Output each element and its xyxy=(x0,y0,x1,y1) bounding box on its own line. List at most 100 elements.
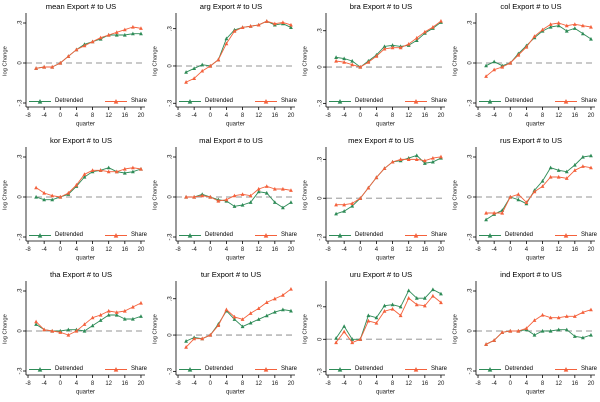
share-line-icon xyxy=(404,99,427,104)
svg-text:-.3: -.3 xyxy=(18,367,24,375)
svg-text:8: 8 xyxy=(391,113,395,119)
share-line-icon xyxy=(404,367,427,372)
svg-text:20: 20 xyxy=(288,113,295,119)
svg-text:-4: -4 xyxy=(191,381,197,387)
svg-text:quarter: quarter xyxy=(226,256,245,262)
svg-text:-.3: -.3 xyxy=(468,99,474,107)
svg-text:quarter: quarter xyxy=(376,390,395,396)
svg-text:0: 0 xyxy=(468,195,474,199)
legend-label-detrended: Detrended xyxy=(505,98,534,104)
svg-text:16: 16 xyxy=(421,113,428,119)
svg-text:20: 20 xyxy=(588,247,595,253)
legend-label-detrended: Detrended xyxy=(205,366,234,372)
share-line-icon xyxy=(254,99,277,104)
svg-text:.3: .3 xyxy=(318,304,324,310)
legend-item-share: Share xyxy=(554,98,597,105)
share-line-icon xyxy=(404,233,427,238)
svg-text:12: 12 xyxy=(405,247,412,253)
svg-text:16: 16 xyxy=(121,113,128,119)
legend-item-share: Share xyxy=(554,232,597,239)
svg-text:0: 0 xyxy=(468,61,474,65)
svg-text:.3: .3 xyxy=(18,154,24,160)
svg-text:16: 16 xyxy=(571,381,578,387)
chart-panel-rus: rus Export # to US .3 0 -.3 log Change -8 -4 0… xyxy=(450,134,600,268)
svg-text:16: 16 xyxy=(571,247,578,253)
legend-label-detrended: Detrended xyxy=(55,232,84,238)
chart-title: rus Export # to US xyxy=(499,136,563,145)
legend-label-share: Share xyxy=(430,232,447,238)
line-chart: .3 0 -.3 log Change -8 -4 0 4 8 12 16 20 quarter xyxy=(303,147,445,262)
svg-text:16: 16 xyxy=(271,247,278,253)
legend-label-share: Share xyxy=(430,366,447,372)
svg-text:log Change: log Change xyxy=(303,314,309,344)
svg-text:quarter: quarter xyxy=(226,390,245,396)
svg-text:-4: -4 xyxy=(491,113,497,119)
svg-text:8: 8 xyxy=(391,247,395,253)
svg-text:quarter: quarter xyxy=(376,256,395,262)
svg-text:.3: .3 xyxy=(168,296,174,302)
legend-item-share: Share xyxy=(104,232,147,239)
svg-text:4: 4 xyxy=(375,113,379,119)
chart-panel-kor: kor Export # to US .3 0 -.3 log Change -8 -4 0… xyxy=(0,134,150,268)
svg-text:8: 8 xyxy=(241,247,245,253)
svg-text:quarter: quarter xyxy=(376,122,395,128)
svg-text:8: 8 xyxy=(91,247,95,253)
svg-text:0: 0 xyxy=(59,381,63,387)
svg-text:0: 0 xyxy=(318,196,324,200)
share-line-icon xyxy=(254,233,277,238)
chart-legend: Detrended Share xyxy=(476,98,599,105)
svg-text:0: 0 xyxy=(359,381,363,387)
chart-legend: Detrended Share xyxy=(476,232,599,239)
svg-text:.3: .3 xyxy=(468,154,474,160)
legend-label-share: Share xyxy=(280,366,297,372)
line-chart: .3 0 -.3 log Change -8 -4 0 4 8 12 16 20 quarter xyxy=(453,13,595,128)
chart-title: arg Export # to US xyxy=(199,2,263,11)
legend-item-detrended: Detrended xyxy=(178,232,233,239)
svg-text:20: 20 xyxy=(438,113,445,119)
svg-text:-8: -8 xyxy=(475,247,481,253)
legend-item-detrended: Detrended xyxy=(178,366,233,373)
chart-title: mal Export # to US xyxy=(199,136,263,145)
svg-text:0: 0 xyxy=(318,337,324,341)
svg-text:20: 20 xyxy=(138,113,145,119)
svg-text:12: 12 xyxy=(555,381,562,387)
svg-text:-8: -8 xyxy=(475,113,481,119)
svg-text:4: 4 xyxy=(525,381,529,387)
svg-text:-8: -8 xyxy=(325,381,331,387)
svg-text:log Change: log Change xyxy=(303,46,309,76)
chart-legend: Detrended Share xyxy=(26,366,149,373)
legend-item-share: Share xyxy=(404,98,447,105)
legend-item-share: Share xyxy=(254,366,297,373)
legend-item-detrended: Detrended xyxy=(178,98,233,105)
legend-label-detrended: Detrended xyxy=(55,98,84,104)
chart-title: kor Export # to US xyxy=(49,136,113,145)
svg-text:0: 0 xyxy=(18,329,24,333)
svg-text:-.3: -.3 xyxy=(18,99,24,107)
line-chart: .3 0 -.3 log Change -8 -4 0 4 8 12 16 20 quarter xyxy=(3,13,145,128)
legend-item-detrended: Detrended xyxy=(478,366,533,373)
legend-label-share: Share xyxy=(580,366,597,372)
svg-text:0: 0 xyxy=(209,381,213,387)
svg-text:20: 20 xyxy=(588,113,595,119)
share-line-icon xyxy=(104,233,127,238)
svg-text:0: 0 xyxy=(509,113,513,119)
share-line-icon xyxy=(104,99,127,104)
svg-text:.3: .3 xyxy=(318,28,324,34)
svg-text:log Change: log Change xyxy=(453,180,459,210)
svg-text:16: 16 xyxy=(421,381,428,387)
svg-text:-8: -8 xyxy=(175,247,181,253)
chart-legend: Detrended Share xyxy=(326,98,449,105)
legend-item-share: Share xyxy=(404,366,447,373)
svg-text:-8: -8 xyxy=(25,381,31,387)
svg-text:-4: -4 xyxy=(341,113,347,119)
svg-text:-.3: -.3 xyxy=(18,233,24,241)
detrended-line-icon xyxy=(179,367,201,372)
svg-text:8: 8 xyxy=(541,113,545,119)
legend-item-detrended: Detrended xyxy=(28,366,83,373)
chart-legend: Detrended Share xyxy=(26,232,149,239)
svg-text:-8: -8 xyxy=(475,381,481,387)
line-chart: .3 0 -.3 log Change -8 -4 0 4 8 12 16 20 quarter xyxy=(303,281,445,396)
svg-text:log Change: log Change xyxy=(3,180,9,210)
chart-legend: Detrended Share xyxy=(326,366,449,373)
svg-text:0: 0 xyxy=(359,113,363,119)
